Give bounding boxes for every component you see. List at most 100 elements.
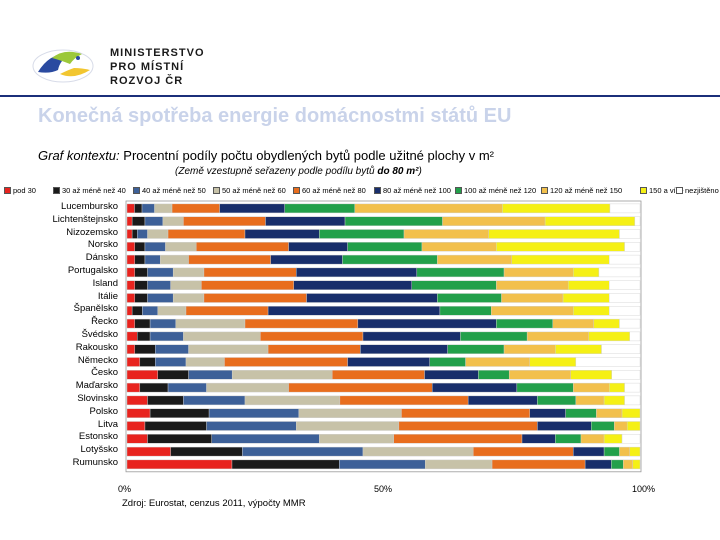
bar-segment-80to100-2 [244,229,320,239]
bar-segment-pod30-9 [126,318,135,329]
bar-segment-80to100-12 [347,357,430,367]
category-label: Řecko [91,316,118,328]
bar-segment-80to100-5 [296,267,418,278]
bar-segment-150plus-1 [544,216,636,226]
bar-segment-40to50-6 [147,280,171,290]
legend-label: 120 až méně než 150 [550,185,623,195]
bar-segment-120to150-6 [496,280,569,290]
bar-segment-40to50-3 [144,242,166,252]
bar-segment-50to60-17 [296,421,400,431]
bar-segment-150plus-8 [573,306,610,316]
bar-segment-unknown-0 [609,203,641,214]
bar-segment-40to50-1 [144,216,164,226]
bar-segment-30to40-17 [144,421,207,431]
bar-segment-100to120-10 [460,331,528,342]
bar-segment-80to100-1 [265,216,346,226]
bar-segment-30to40-16 [149,408,210,418]
bar-segment-pod30-3 [126,242,135,252]
bar-segment-50to60-11 [188,344,269,354]
bar-segment-150plus-19 [629,446,641,457]
ministry-line-1: MINISTERSTVO [110,47,205,59]
bar-segment-150plus-2 [488,229,620,239]
category-label: Lotyšsko [80,444,119,456]
bar-segment-30to40-14 [139,382,169,393]
bar-segment-pod30-0 [126,203,135,214]
legend-swatch [4,186,11,194]
bar-segment-100to120-6 [411,280,497,290]
bar-segment-pod30-14 [126,382,141,393]
category-label: Rumunsko [72,457,118,468]
bar-segment-60to80-8 [185,306,269,316]
bar-segment-pod30-16 [126,408,151,418]
bar-segment-80to100-18 [521,434,556,444]
bar-segment-80to100-9 [357,318,497,329]
bar-segment-40to50-13 [188,370,233,380]
legend-item-50to60: 50 až méně než 60 [213,183,286,197]
bar-segment-80to100-14 [432,382,518,393]
sort-note: (Země vzestupně seřazeny podle podílu by… [175,166,422,177]
category-label: Estonsko [78,431,118,443]
bar-segment-100to120-20 [611,459,624,470]
bar-segment-100to120-14 [516,382,574,393]
bar-segment-60to80-9 [244,318,359,329]
chart-subtitle: Graf kontextu: Procentní podíly počtu ob… [38,148,494,163]
bar-segment-100to120-9 [496,318,553,329]
bar-segment-40to50-12 [155,357,187,367]
bar-segment-60to80-2 [167,229,246,239]
bar-segment-unknown-5 [598,267,641,278]
bar-segment-120to150-14 [573,382,610,393]
bar-segment-unknown-4 [609,254,641,265]
bar-segment-40to50-5 [147,267,174,278]
ministry-line-2: PRO MÍSTNÍ [110,61,185,73]
bar-segment-100to120-0 [284,203,355,214]
bar-segment-pod30-10 [126,331,138,342]
bar-segment-150plus-11 [555,344,602,354]
bar-segment-80to100-0 [219,203,285,214]
bar-segment-120to150-0 [354,203,503,214]
bar-segment-100to120-15 [537,395,577,406]
bar-segment-120to150-16 [596,408,623,418]
bar-segment-120to150-11 [503,344,556,354]
category-label: Portugalsko [67,265,118,276]
bar-segment-unknown-10 [629,331,641,342]
subtitle-main: Procentní podíly počtu obydlených bytů p… [119,148,494,163]
legend-swatch [213,186,220,194]
bar-segment-120to150-19 [619,446,630,457]
x-tick-0: 0% [118,484,132,494]
bar-segment-unknown-11 [601,344,641,354]
bar-segment-30to40-13 [157,370,189,380]
bar-segment-120to150-15 [575,395,605,406]
bar-segment-80to100-3 [288,242,348,252]
bar-segment-50to60-12 [185,357,225,367]
legend-item-120to150: 120 až méně než 150 [541,183,622,197]
category-label: Maďarsko [75,380,118,392]
chart-legend: pod 30 30 až méně než 40 40 až méně než 50… [0,183,720,197]
bar-segment-pod30-6 [126,280,135,290]
bar-segment-30to40-19 [170,446,243,457]
bar-segment-pod30-12 [126,357,141,367]
bar-segment-pod30-17 [126,421,146,431]
bar-segment-50to60-4 [160,254,189,265]
bar-segment-150plus-6 [567,280,610,290]
bar-segment-150plus-9 [593,318,620,329]
bar-segment-60to80-15 [339,395,469,406]
bar-segment-50to60-2 [147,229,169,239]
bar-segment-80to100-8 [267,306,441,316]
bar-segment-50to60-13 [231,370,333,380]
bar-segment-unknown-9 [619,318,641,329]
legend-label: 40 až méně než 50 [142,185,206,195]
bar-segment-150plus-16 [621,408,641,418]
bar-segment-50to60-8 [157,306,187,316]
legend-item-150plus: 150 a více [640,183,684,197]
bar-segment-150plus-12 [529,357,577,367]
category-label: Česko [91,367,118,379]
bar-segment-60to80-20 [491,459,586,470]
x-tick-50: 50% [374,484,393,494]
legend-item-80to100: 80 až méně než 100 [374,183,451,197]
bar-segment-150plus-10 [588,331,630,342]
bar-segment-100to120-11 [447,344,505,354]
legend-label: 80 až méně než 100 [383,185,451,195]
bar-segment-50to60-5 [172,267,205,278]
bar-segment-40to50-10 [149,331,184,342]
bar-segment-30to40-7 [134,293,148,303]
